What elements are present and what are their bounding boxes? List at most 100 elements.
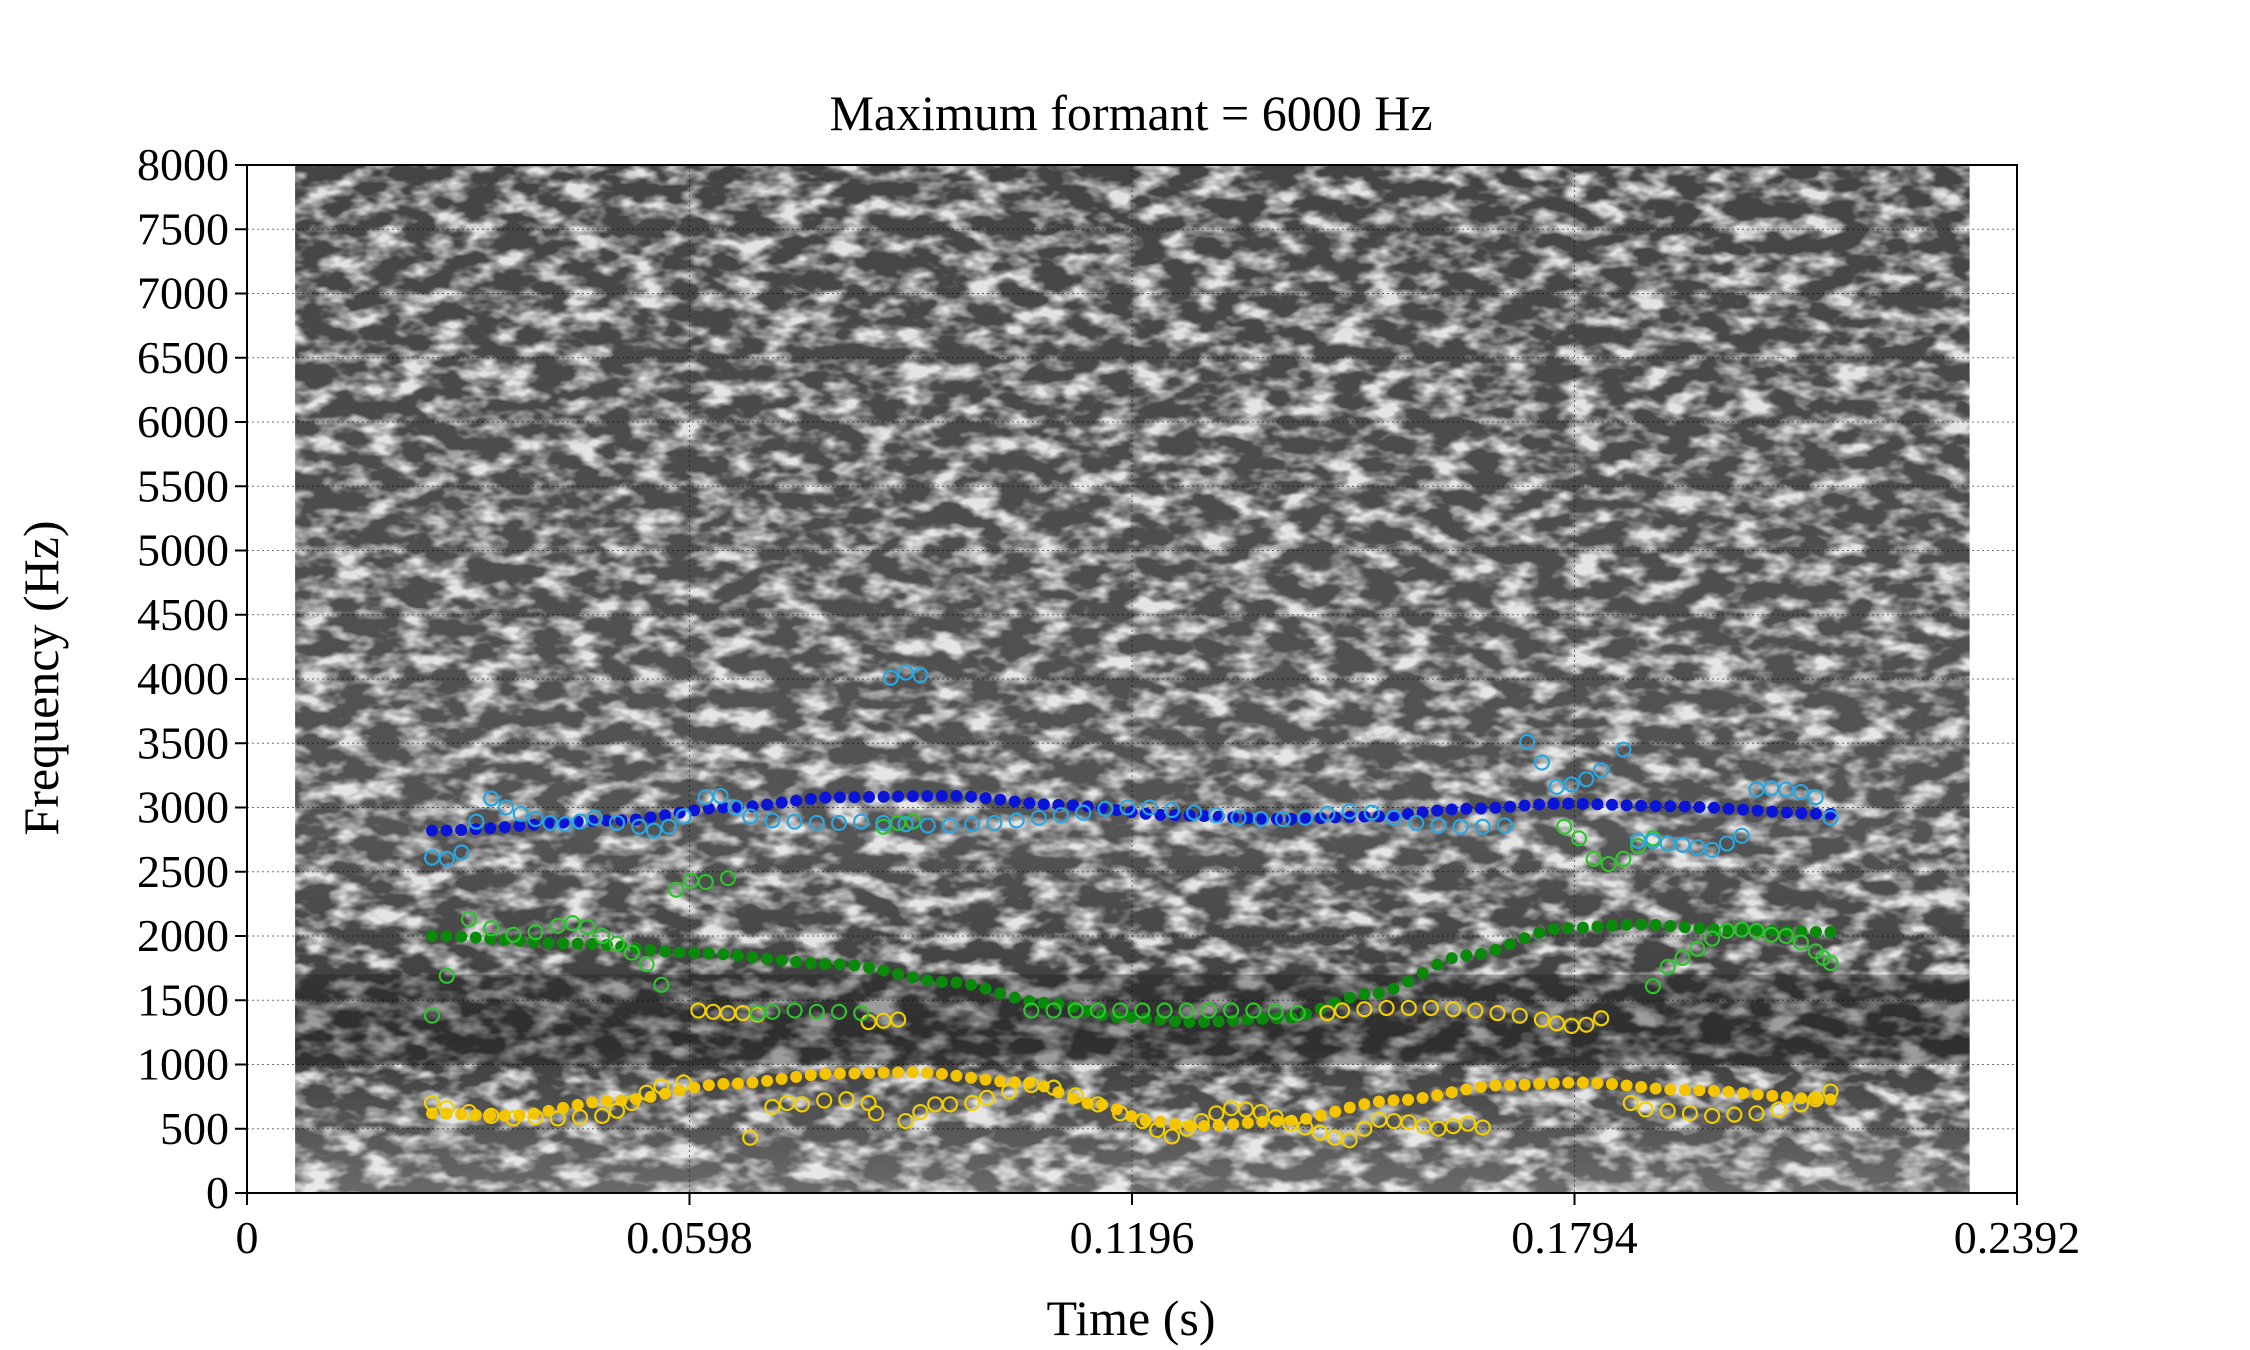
data-point (1504, 1079, 1517, 1092)
data-point (1326, 1129, 1343, 1146)
data-point (1067, 1002, 1084, 1019)
data-point (1149, 1121, 1166, 1139)
data-point (527, 818, 540, 831)
data-point (1649, 1082, 1662, 1095)
x-tick-label: 0.1794 (1511, 1212, 1638, 1263)
data-point (786, 1002, 803, 1019)
data-point (608, 814, 626, 832)
data-point (1422, 999, 1440, 1017)
data-point (498, 821, 511, 834)
data-point (505, 1110, 522, 1127)
data-point (1737, 923, 1750, 936)
data-point (1678, 1084, 1691, 1097)
data-point (1630, 837, 1647, 855)
data-point (1245, 1002, 1262, 1019)
chart-title: Maximum formant = 6000 Hz (829, 85, 1432, 141)
data-point (673, 1084, 686, 1097)
data-point (1402, 975, 1415, 988)
data-point (1097, 800, 1114, 817)
data-point (1693, 1084, 1706, 1097)
data-point (897, 1112, 914, 1130)
data-point (571, 1098, 584, 1111)
data-point (623, 1094, 640, 1112)
data-point (425, 824, 438, 837)
data-point (1518, 932, 1531, 945)
data-point (638, 956, 655, 973)
y-axis-title: Frequency (Hz) (13, 520, 69, 835)
data-point (1416, 806, 1429, 819)
data-point (1156, 1002, 1173, 1019)
y-tick-label: 4000 (137, 653, 229, 704)
data-point (1200, 1002, 1218, 1019)
data-point (527, 1109, 544, 1126)
data-point (1343, 810, 1356, 823)
data-point (1620, 1079, 1633, 1092)
data-point (1649, 800, 1662, 813)
data-point (571, 1109, 589, 1126)
data-point (423, 1007, 441, 1024)
data-point (1408, 814, 1425, 832)
data-point (1416, 1091, 1429, 1104)
data-point (1356, 1120, 1373, 1137)
data-point (994, 793, 1007, 806)
data-point (1620, 918, 1633, 931)
data-point (1778, 781, 1795, 798)
data-point (1387, 1094, 1400, 1107)
data-point (1707, 1084, 1720, 1097)
data-point (1718, 835, 1736, 852)
data-point (673, 946, 686, 959)
data-point (808, 814, 825, 832)
data-point (1183, 1120, 1196, 1133)
data-point (542, 936, 555, 949)
data-point (1445, 952, 1458, 965)
data-point (1460, 949, 1473, 962)
data-point (994, 1075, 1007, 1088)
data-point (742, 1129, 759, 1146)
data-point (941, 817, 959, 834)
data-point (1045, 1002, 1062, 1019)
data-point (1319, 1004, 1336, 1022)
data-point (1045, 1079, 1062, 1096)
data-point (1212, 1119, 1225, 1132)
data-point (848, 959, 861, 972)
data-point (631, 818, 648, 835)
data-point (804, 1069, 817, 1082)
data-point (468, 813, 485, 830)
data-point (579, 918, 596, 936)
x-axis: 0 0.0598 0.1196 0.1794 0.2392 (236, 1193, 2080, 1263)
data-point (1556, 818, 1573, 835)
data-point (1141, 799, 1158, 816)
data-point (912, 667, 929, 684)
data-point (1678, 800, 1691, 813)
data-point (965, 790, 978, 803)
data-point (848, 791, 861, 804)
data-point (1533, 1077, 1546, 1090)
data-point (950, 1069, 963, 1082)
data-point (483, 1107, 500, 1125)
data-point (1297, 809, 1314, 826)
data-point (1198, 1015, 1211, 1028)
data-point (853, 1004, 870, 1022)
data-point (423, 1094, 441, 1112)
data-point (994, 987, 1007, 1000)
data-point (1547, 797, 1560, 810)
data-point (775, 796, 788, 809)
data-point (717, 1077, 730, 1090)
data-point (1119, 799, 1136, 816)
data-point (1489, 1004, 1506, 1022)
data-point (1689, 940, 1706, 957)
data-point (904, 813, 922, 830)
data-point (1052, 807, 1070, 824)
data-point (1430, 1120, 1447, 1137)
data-point (1125, 1110, 1138, 1123)
data-point (919, 817, 936, 834)
data-point (867, 1105, 885, 1122)
data-point (935, 789, 948, 802)
data-point (1112, 1002, 1129, 1019)
data-point (1576, 1076, 1589, 1089)
data-point (1547, 1077, 1560, 1090)
data-point (1807, 1091, 1824, 1108)
series-0 (425, 1066, 1837, 1133)
data-point (1311, 1124, 1329, 1141)
data-point (742, 808, 759, 825)
